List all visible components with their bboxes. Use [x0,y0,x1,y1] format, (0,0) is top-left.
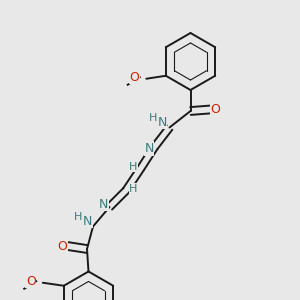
Text: H: H [129,184,138,194]
Text: O: O [129,71,139,84]
Text: O: O [26,275,36,288]
Text: O: O [211,103,220,116]
Text: H: H [149,113,157,123]
Text: N: N [144,142,154,155]
Text: N: N [157,116,167,129]
Text: H: H [129,161,138,172]
Text: N: N [83,214,92,228]
Text: N: N [99,197,108,211]
Text: O: O [57,239,67,253]
Text: H: H [74,212,82,222]
